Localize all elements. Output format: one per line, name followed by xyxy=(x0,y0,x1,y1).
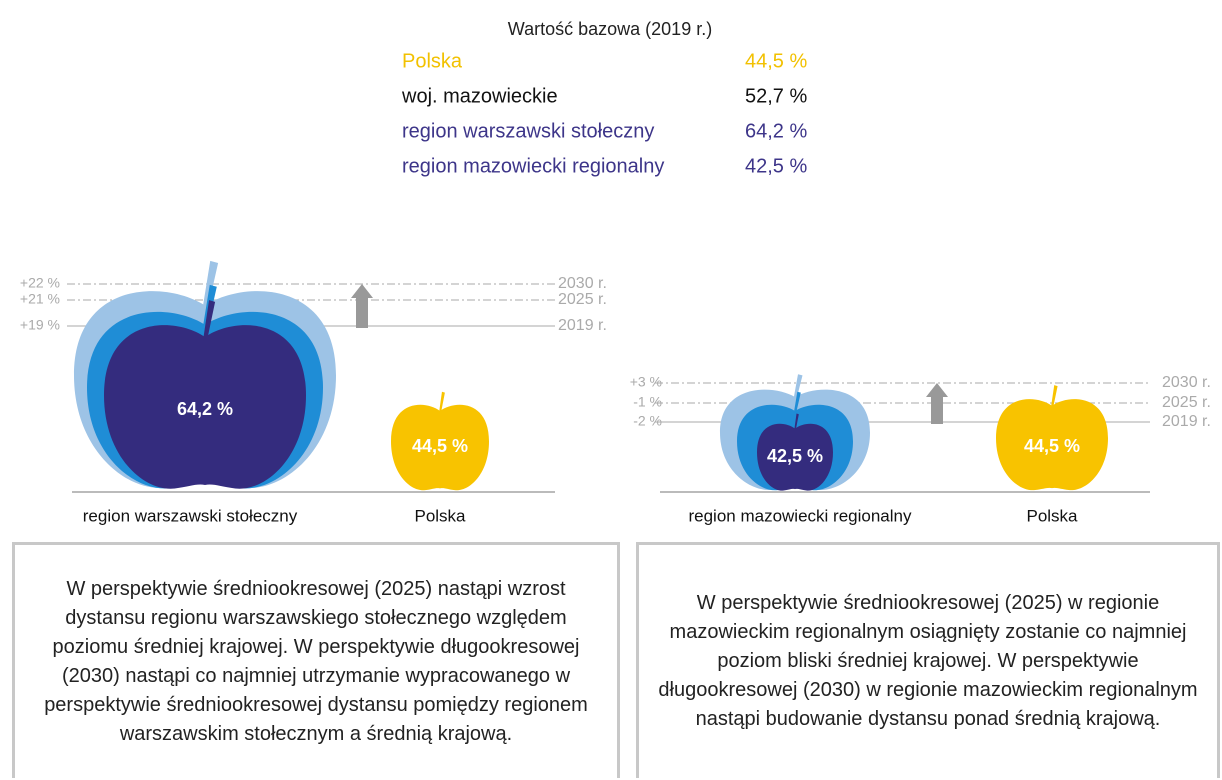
apple-label: Polska xyxy=(414,506,466,525)
level-year: 2025 r. xyxy=(1162,394,1211,411)
text-box: W perspektywie średniookresowej (2025) w… xyxy=(636,542,1220,778)
baseline-label: Polska xyxy=(402,50,463,72)
apple-label: region warszawski stołeczny xyxy=(83,506,298,525)
level-label: +3 % xyxy=(630,374,662,390)
baseline-label: region warszawski stołeczny xyxy=(402,120,654,142)
baseline-label: woj. mazowieckie xyxy=(401,85,558,107)
apple-label: region mazowiecki regionalny xyxy=(688,506,912,525)
baseline-value: 52,7 % xyxy=(745,85,807,107)
baseline-label: region mazowiecki regionalny xyxy=(402,155,664,177)
level-label: -1 % xyxy=(633,394,662,410)
baseline-value: 42,5 % xyxy=(745,155,807,177)
baseline-title: Wartość bazowa (2019 r.) xyxy=(508,19,712,39)
apple-label: Polska xyxy=(1026,506,1078,525)
level-label: +21 % xyxy=(20,291,60,307)
level-label: +19 % xyxy=(20,317,60,333)
level-label: -2 % xyxy=(633,413,662,429)
baseline-value: 64,2 % xyxy=(745,120,807,142)
page: Wartość bazowa (2019 r.) Polska 44,5 % woj… xyxy=(0,0,1222,780)
level-year: 2019 r. xyxy=(558,317,607,334)
level-year: 2019 r. xyxy=(1162,413,1211,430)
level-year: 2025 r. xyxy=(558,291,607,308)
apple-value: 42,5 % xyxy=(767,446,823,466)
level-label: +22 % xyxy=(20,275,60,291)
level-year: 2030 r. xyxy=(1162,374,1211,391)
level-year: 2030 r. xyxy=(558,275,607,292)
apple-value: 44,5 % xyxy=(1024,436,1080,456)
text-box: W perspektywie średniookresowej (2025) n… xyxy=(12,542,620,778)
arrow xyxy=(351,284,373,328)
apple-value: 64,2 % xyxy=(177,399,233,419)
baseline-value: 44,5 % xyxy=(745,50,807,72)
apple-value: 44,5 % xyxy=(412,436,468,456)
infographic: Wartość bazowa (2019 r.) Polska 44,5 % woj… xyxy=(0,0,1222,540)
